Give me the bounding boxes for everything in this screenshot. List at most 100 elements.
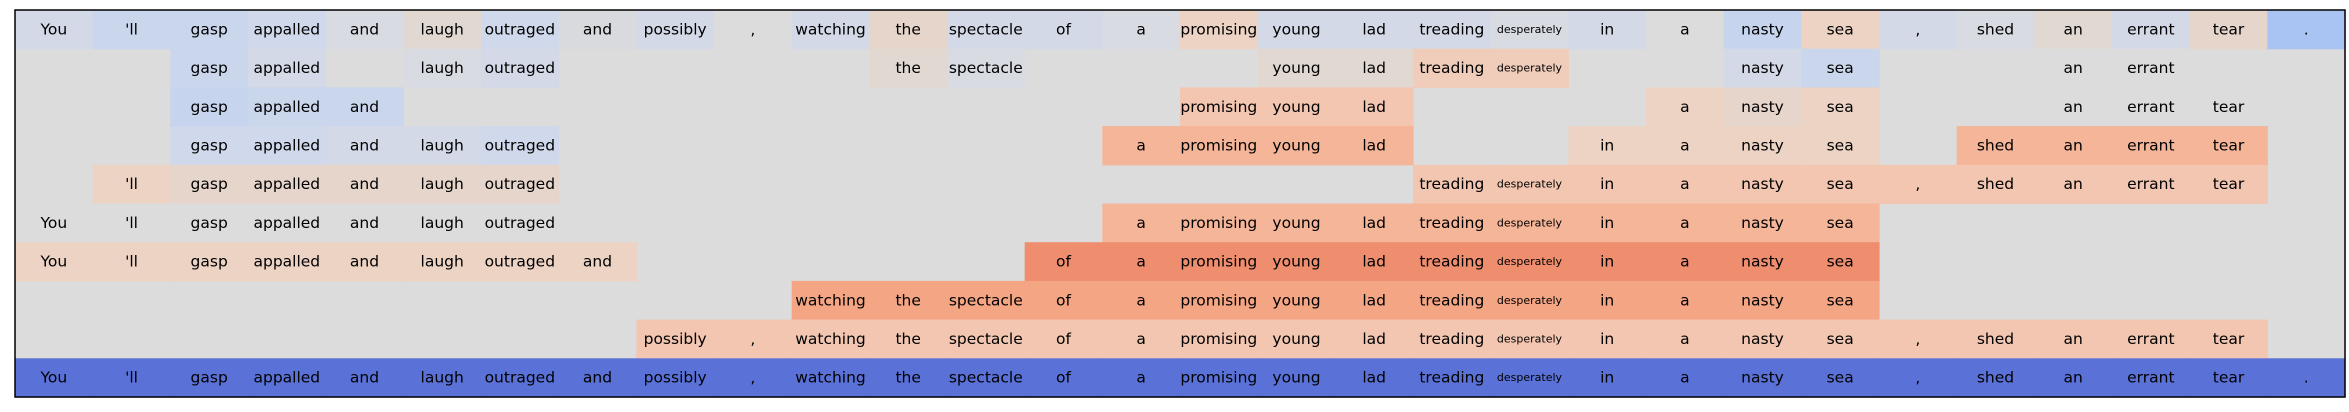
token-label: and bbox=[583, 20, 612, 38]
heatmap-cell bbox=[2034, 164, 2113, 205]
heatmap-cell bbox=[403, 126, 482, 166]
heatmap-cell bbox=[1180, 358, 1259, 398]
token-label: appalled bbox=[253, 253, 320, 271]
heatmap-cell bbox=[1102, 280, 1181, 321]
heatmap-cell bbox=[1568, 164, 1647, 205]
heatmap-cell bbox=[1568, 358, 1647, 398]
heatmap-cell bbox=[791, 280, 870, 321]
token-label: nasty bbox=[1741, 330, 1784, 348]
token-label: errant bbox=[2127, 98, 2174, 116]
token-label: an bbox=[2064, 175, 2083, 193]
token-label: an bbox=[2064, 330, 2083, 348]
token-label: desperately bbox=[1497, 178, 1563, 191]
heatmap-cell bbox=[1335, 10, 1414, 50]
heatmap-cell bbox=[403, 203, 482, 243]
token-label: a bbox=[1136, 214, 1146, 232]
token-label: watching bbox=[795, 330, 866, 348]
token-label: watching bbox=[795, 369, 866, 387]
token-label: and bbox=[350, 369, 379, 387]
token-label: sea bbox=[1827, 136, 1854, 154]
heatmap-cell bbox=[248, 242, 327, 282]
token-label: in bbox=[1600, 291, 1614, 309]
token-label: gasp bbox=[191, 20, 228, 38]
heatmap-cell bbox=[1490, 242, 1569, 282]
heatmap-cell bbox=[1646, 319, 1725, 359]
heatmap-cell bbox=[481, 10, 560, 50]
heatmap-cell bbox=[1568, 319, 1647, 359]
token-label: the bbox=[895, 59, 920, 77]
token-label: spectacle bbox=[949, 20, 1023, 38]
heatmap-cell bbox=[1413, 203, 1492, 243]
heatmap-cell bbox=[2034, 10, 2113, 50]
heatmap-cell bbox=[2112, 319, 2191, 359]
token-label: outraged bbox=[485, 20, 555, 38]
token-label: desperately bbox=[1497, 294, 1563, 307]
token-label: nasty bbox=[1741, 214, 1784, 232]
token-label: tear bbox=[2213, 136, 2245, 154]
token-label: sea bbox=[1827, 214, 1854, 232]
heatmap-cell bbox=[1335, 48, 1414, 88]
heatmap-cell bbox=[2189, 319, 2268, 359]
heatmap-cell bbox=[1490, 319, 1569, 359]
token-label: , bbox=[1915, 369, 1920, 387]
heatmap-cell bbox=[636, 358, 715, 398]
token-label: a bbox=[1680, 369, 1690, 387]
token-label: gasp bbox=[191, 253, 228, 271]
token-label: promising bbox=[1180, 98, 1257, 116]
token-label: lad bbox=[1362, 369, 1386, 387]
heatmap-cell bbox=[1568, 280, 1647, 321]
heatmap-cell bbox=[1801, 358, 1880, 398]
token-label: and bbox=[350, 214, 379, 232]
token-label: spectacle bbox=[949, 59, 1023, 77]
heatmap-cell bbox=[1413, 319, 1492, 359]
heatmap-cell bbox=[1335, 358, 1414, 398]
token-label: outraged bbox=[485, 175, 555, 193]
token-label: gasp bbox=[191, 369, 228, 387]
token-label: desperately bbox=[1497, 371, 1563, 384]
token-label: in bbox=[1600, 369, 1614, 387]
heatmap-cell bbox=[1723, 319, 1802, 359]
token-label: appalled bbox=[253, 214, 320, 232]
token-label: a bbox=[1136, 291, 1146, 309]
token-label: gasp bbox=[191, 214, 228, 232]
token-label: spectacle bbox=[949, 369, 1023, 387]
token-label: a bbox=[1680, 136, 1690, 154]
token-label: young bbox=[1272, 20, 1320, 38]
heatmap-cell bbox=[1257, 319, 1336, 359]
token-label: an bbox=[2064, 20, 2083, 38]
heatmap-cell bbox=[1646, 126, 1725, 166]
heatmap-cell bbox=[1180, 203, 1259, 243]
heatmap-cell bbox=[2189, 126, 2268, 166]
token-label: a bbox=[1680, 291, 1690, 309]
heatmap-cell bbox=[2189, 10, 2268, 50]
token-label: 'll bbox=[125, 253, 138, 271]
heatmap-cell bbox=[1723, 164, 1802, 205]
heatmap-cell bbox=[1102, 319, 1181, 359]
heatmap-cell bbox=[2112, 126, 2191, 166]
token-label: of bbox=[1056, 330, 1071, 348]
heatmap-cell bbox=[92, 242, 171, 282]
token-label: an bbox=[2064, 369, 2083, 387]
heatmap-cell bbox=[1024, 319, 1103, 359]
token-label: and bbox=[350, 253, 379, 271]
heatmap-cell bbox=[1723, 87, 1802, 127]
token-label: and bbox=[350, 98, 379, 116]
token-label: shed bbox=[1977, 136, 2014, 154]
heatmap-cell bbox=[1723, 10, 1802, 50]
heatmap-cell bbox=[1956, 126, 2035, 166]
heatmap-cell bbox=[1490, 280, 1569, 321]
token-label: nasty bbox=[1741, 20, 1784, 38]
heatmap-cell bbox=[170, 358, 249, 398]
token-label: sea bbox=[1827, 330, 1854, 348]
heatmap-cell bbox=[1257, 358, 1336, 398]
token-label: outraged bbox=[485, 253, 555, 271]
token-label: young bbox=[1272, 214, 1320, 232]
heatmap-cell bbox=[1723, 48, 1802, 88]
heatmap-cell bbox=[170, 203, 249, 243]
heatmap-cell bbox=[791, 358, 870, 398]
token-label: and bbox=[583, 369, 612, 387]
token-label: of bbox=[1056, 369, 1071, 387]
heatmap-cell bbox=[1180, 280, 1259, 321]
heatmap-cell bbox=[170, 126, 249, 166]
